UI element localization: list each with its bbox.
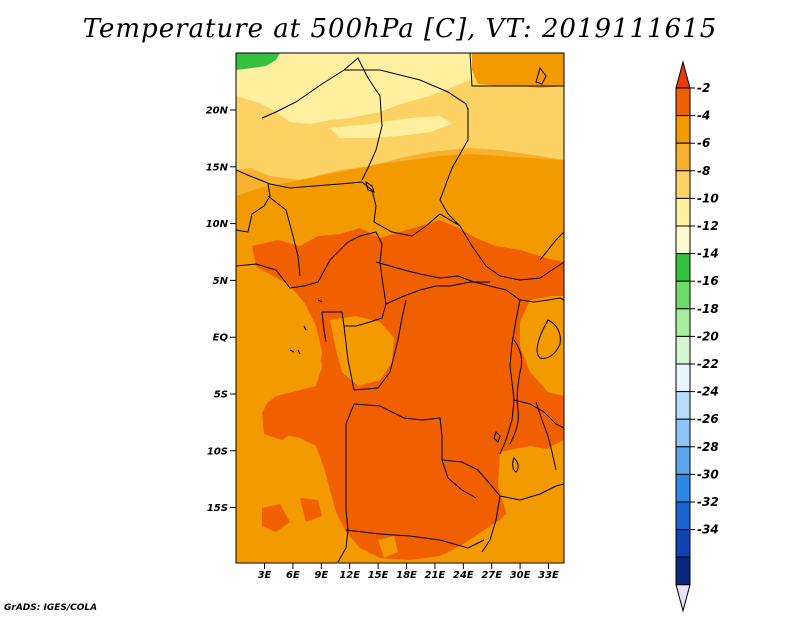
colorbar-label: -32 (697, 495, 719, 509)
colorbar-label: -28 (697, 440, 719, 454)
colorbar-label: -20 (697, 329, 719, 343)
temp-field-minus2-spot-1 (262, 412, 296, 440)
colorbar-label: -10 (697, 191, 719, 205)
colorbar-swatch (675, 225, 691, 255)
temp-field-minus2-spot-2 (262, 504, 290, 532)
lat-tick-label: 15S (207, 503, 228, 514)
temp-field-minus4-northeast (472, 53, 564, 88)
lat-tick-label: 10N (206, 219, 229, 230)
colorbar-under-arrow (675, 584, 691, 613)
colorbar-label: -4 (697, 109, 710, 123)
colorbar-swatch (675, 335, 691, 365)
colorbar-label: -12 (697, 219, 719, 233)
temp-field-minus12 (236, 53, 280, 70)
temp-field-minus2-core (252, 220, 564, 560)
temp-field-minus4-spot (378, 536, 398, 558)
lat-tick-label: 20N (206, 106, 229, 117)
temp-field-minus10-strip (330, 116, 452, 138)
lat-tick-label: EQ (213, 333, 229, 344)
lon-tick-label: 9E (314, 570, 328, 581)
latitude-axis: 20N 15N 10N 5N EQ 5S 10S 15S (206, 106, 236, 514)
colorbar-swatch (675, 87, 691, 117)
colorbar-swatch (675, 197, 691, 227)
lon-tick-label: 30E (510, 570, 531, 581)
colorbar-label: -16 (697, 274, 719, 288)
lon-tick-label: 27E (481, 570, 502, 581)
map-frame (235, 52, 565, 564)
colorbar-label: -14 (697, 247, 719, 261)
lon-tick-label: 18E (396, 570, 417, 581)
colorbar-swatch (675, 446, 691, 475)
lon-tick-label: 33E (538, 570, 559, 581)
colorbar-swatch (675, 529, 691, 558)
colorbar-label: -6 (697, 136, 710, 150)
colorbar-swatch (675, 556, 691, 586)
colorbar-swatch (675, 363, 691, 393)
map-title: Temperature at 500hPa [C], VT: 201911161… (82, 14, 718, 44)
colorbar-label: -2 (697, 81, 710, 95)
lakes (365, 66, 561, 473)
colorbar-label: -30 (697, 467, 719, 481)
colorbar-swatch (675, 501, 691, 531)
lat-tick-label: 15N (206, 162, 229, 173)
colorbar-swatch (675, 115, 691, 144)
temp-field-minus10-north (236, 53, 480, 124)
coastline-west (289, 299, 323, 355)
lon-tick-label: 24E (453, 570, 474, 581)
temp-field-minus2-spot-3 (300, 498, 322, 522)
colorbar-label: -18 (697, 302, 719, 316)
lon-tick-label: 6E (286, 570, 300, 581)
temp-field-minus4-west-coast (236, 270, 322, 436)
colorbar-label: -24 (697, 385, 719, 399)
map-panel (235, 52, 565, 564)
colorbar-swatch (675, 391, 691, 420)
colorbar-swatch (675, 308, 691, 337)
temp-field-minus4-gabon (330, 316, 394, 386)
colorbar-over-arrow (675, 60, 691, 89)
colorbar-label: -8 (697, 164, 710, 178)
colorbar-swatch (675, 418, 691, 448)
colorbar-swatch (675, 170, 691, 199)
lat-tick-label: 10S (207, 446, 228, 457)
temp-field-minus4-east (532, 298, 564, 392)
lon-tick-label: 21E (425, 570, 446, 581)
colorbar-label: -34 (697, 523, 719, 537)
lat-tick-label: 5S (214, 390, 228, 401)
colorbar: -2 -4 -6 -8 -10 -12 -14 -16 -18 -20 -22 -24 -26 -28 -3… (675, 60, 719, 613)
lon-tick-label: 3E (258, 570, 272, 581)
longitude-axis: 3E 6E 9E 12E 15E 18E 21E 24E 27E 30E 33E (258, 563, 559, 581)
lon-tick-label: 12E (339, 570, 360, 581)
colorbar-swatch (675, 253, 691, 282)
colorbar-swatch (675, 142, 691, 172)
country-borders (236, 53, 564, 563)
credit-label: GrADS: IGES/COLA (4, 603, 98, 613)
lat-tick-label: 5N (213, 276, 229, 287)
colorbar-label: -26 (697, 412, 719, 426)
colorbar-swatch (675, 280, 691, 310)
colorbar-swatch (675, 473, 691, 503)
lon-tick-label: 15E (368, 570, 389, 581)
colorbar-label: -22 (697, 357, 719, 371)
